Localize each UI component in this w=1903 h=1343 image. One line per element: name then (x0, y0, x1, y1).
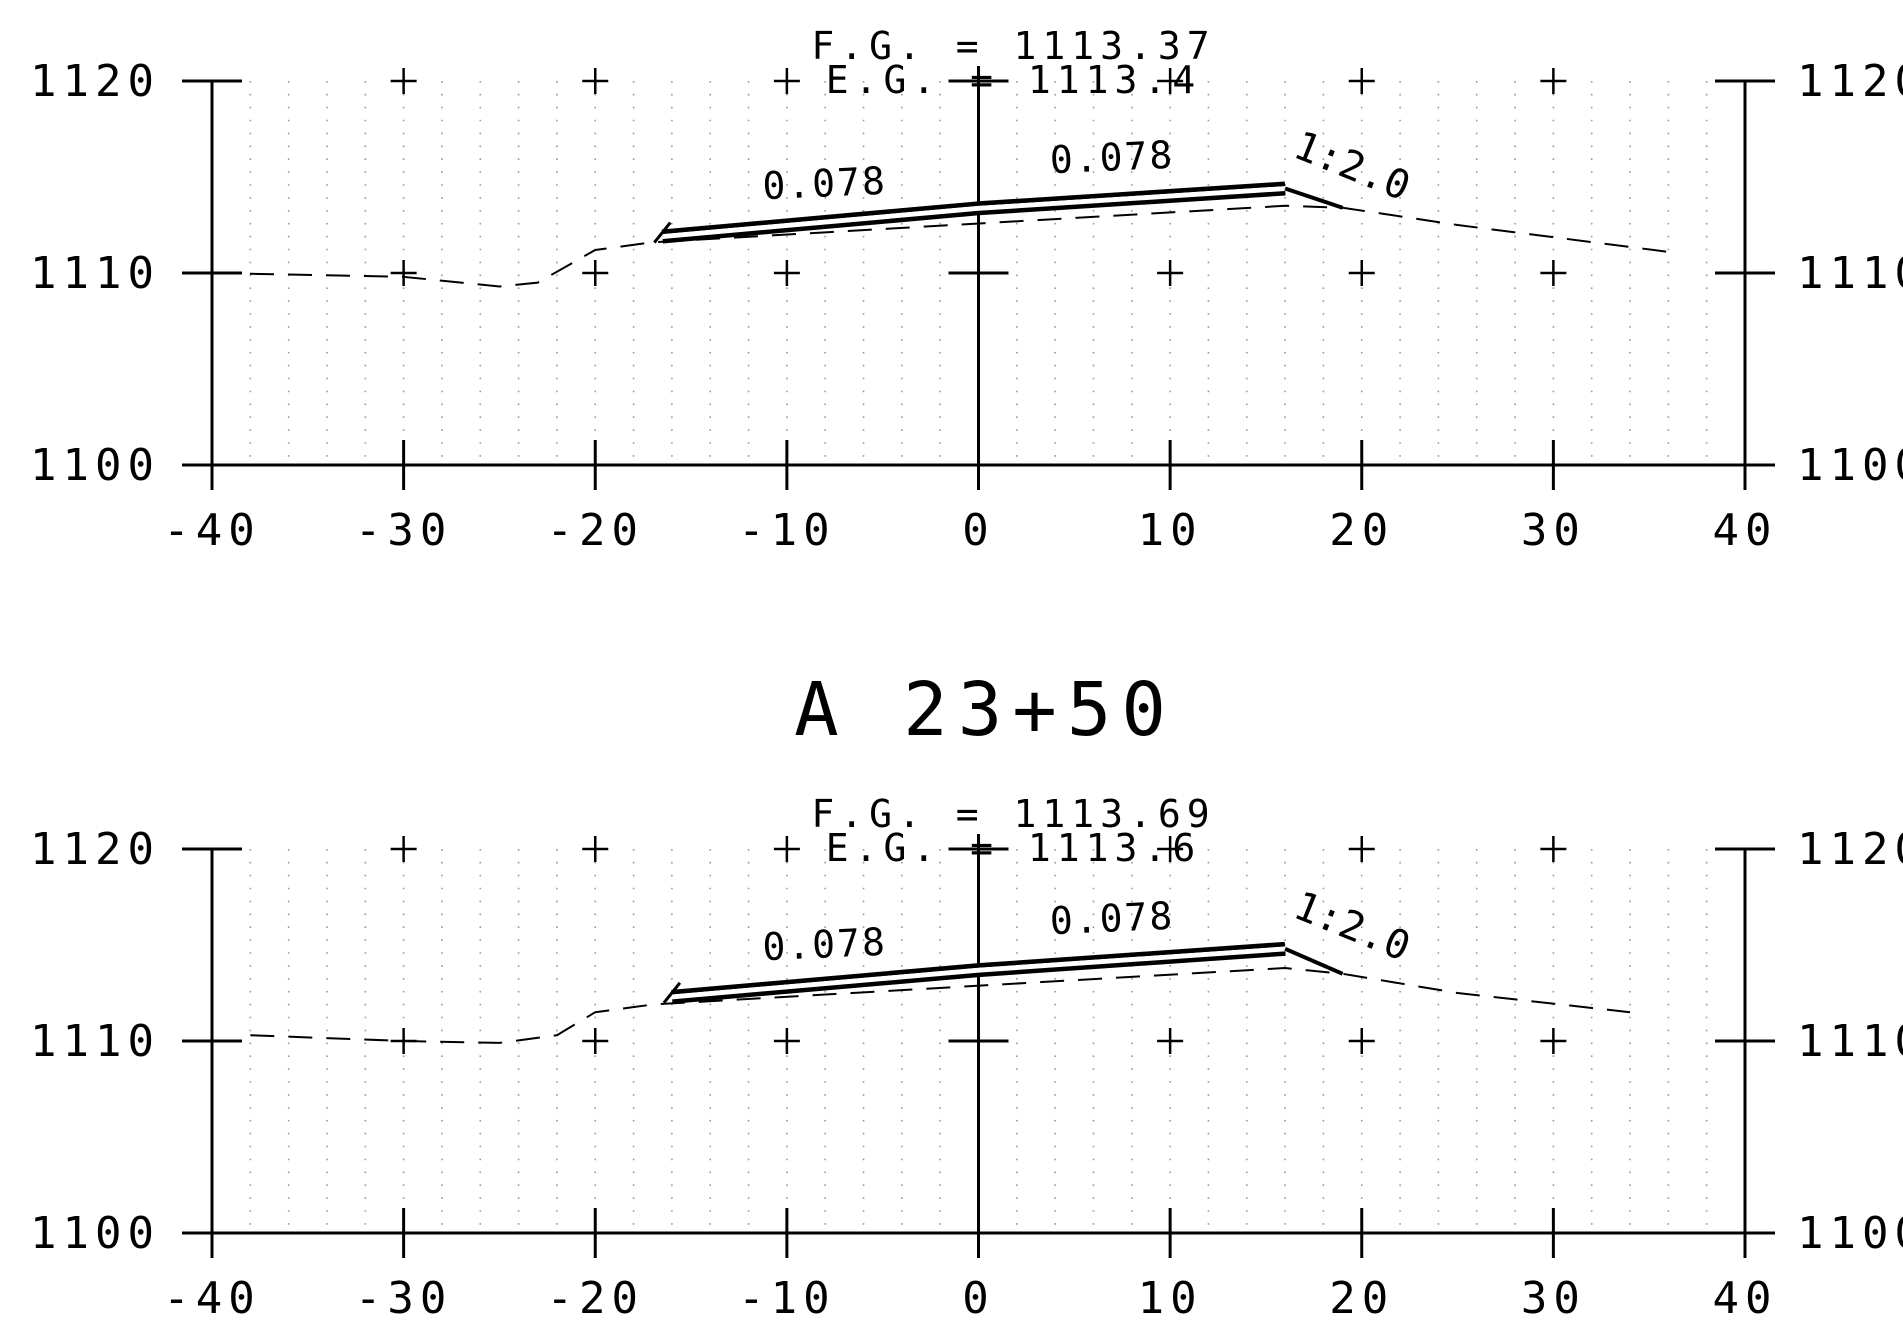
grid-cross (582, 260, 609, 286)
side-slope-line (1284, 947, 1344, 976)
y-tick-label-left: 1120 (30, 824, 160, 875)
x-tick-label: 0 (962, 505, 995, 556)
y-tick-label-left: 1110 (30, 1016, 160, 1067)
x-tick-label: 20 (1329, 505, 1394, 556)
grid-cross (1348, 68, 1375, 94)
grid-cross (1348, 1028, 1375, 1054)
grid-cross (773, 836, 800, 862)
finished-grade-top (671, 943, 1286, 995)
x-tick-label: 30 (1521, 1273, 1586, 1324)
y-tick-label-left: 1110 (30, 248, 160, 299)
x-tick-label: 40 (1713, 1273, 1778, 1324)
x-tick-label: -10 (738, 1273, 835, 1324)
x-tick-label: -20 (547, 505, 644, 556)
finished-grade-inner (662, 186, 1286, 240)
x-tick-label: 10 (1138, 505, 1203, 556)
y-tick-label-left: 1120 (30, 56, 160, 107)
left-slope-label: 0.078 (761, 920, 887, 970)
grid-cross (390, 68, 417, 94)
grid-cross (1157, 68, 1184, 94)
cross-section-plot-1: 1100 1100 1110 1110 1120 1120 -40 -30 -20 -10 0 10 2… (30, 24, 1903, 556)
y-tick-label-right: 1110 (1797, 1016, 1903, 1067)
left-edge-tick (653, 221, 672, 244)
x-tick-label: 10 (1138, 1273, 1203, 1324)
x-tick-label: 20 (1329, 1273, 1394, 1324)
grid-cross (1157, 260, 1184, 286)
existing-ground-line (211, 204, 1669, 288)
grid-cross (1348, 836, 1375, 862)
x-tick-label: -10 (738, 505, 835, 556)
grid-cross (1540, 1028, 1567, 1054)
grid-cross (773, 1028, 800, 1054)
right-slope-label: 0.078 (1049, 894, 1175, 944)
fg-elevation-label: F.G. = 1113.69 (811, 792, 1215, 836)
eg-elevation-label: E.G. = 1113.4 (826, 58, 1201, 102)
fg-elevation-label: F.G. = 1113.37 (811, 24, 1215, 68)
grid-cross (582, 68, 609, 94)
grid-cross (1540, 68, 1567, 94)
x-tick-label: -20 (547, 1273, 644, 1324)
grid-cross (390, 836, 417, 862)
cross-section-plot-2: 1100 1100 1110 1110 1120 1120 -40 -30 -20 -10 0 10 2… (30, 792, 1903, 1324)
x-tick-label: 40 (1713, 505, 1778, 556)
y-tick-label-left: 1100 (30, 1208, 160, 1259)
y-tick-label-right: 1120 (1797, 56, 1903, 107)
grid-cross (773, 68, 800, 94)
grid-cross (773, 260, 800, 286)
side-slope-line (1284, 186, 1344, 210)
y-tick-label-right: 1100 (1797, 1208, 1903, 1259)
grid-cross (582, 1028, 609, 1054)
right-slope-label: 0.078 (1049, 133, 1175, 183)
x-tick-label: -30 (355, 1273, 452, 1324)
station-label: A 23+50 (794, 667, 1176, 753)
x-tick-label: -30 (355, 505, 452, 556)
finished-grade-top (662, 183, 1286, 235)
x-tick-label: 30 (1521, 505, 1586, 556)
x-tick-label: -40 (163, 505, 260, 556)
grid-cross (1157, 836, 1184, 862)
grid-cross (1540, 260, 1567, 286)
grid-cross (1157, 1028, 1184, 1054)
existing-ground-line (250, 967, 1631, 1044)
finished-grade-inner (671, 946, 1286, 1000)
grid-cross (582, 836, 609, 862)
left-slope-label: 0.078 (761, 159, 887, 209)
grid-cross (390, 260, 417, 286)
x-tick-label: -40 (163, 1273, 260, 1324)
x-tick-label: 0 (962, 1273, 995, 1324)
eg-elevation-label: E.G. = 1113.6 (826, 826, 1201, 870)
grid-cross (1348, 260, 1375, 286)
y-tick-label-right: 1120 (1797, 824, 1903, 875)
left-edge-tick (662, 981, 682, 1004)
grid-cross (1540, 836, 1567, 862)
y-tick-label-right: 1110 (1797, 248, 1903, 299)
y-tick-label-left: 1100 (30, 440, 160, 491)
y-tick-label-right: 1100 (1797, 440, 1903, 491)
